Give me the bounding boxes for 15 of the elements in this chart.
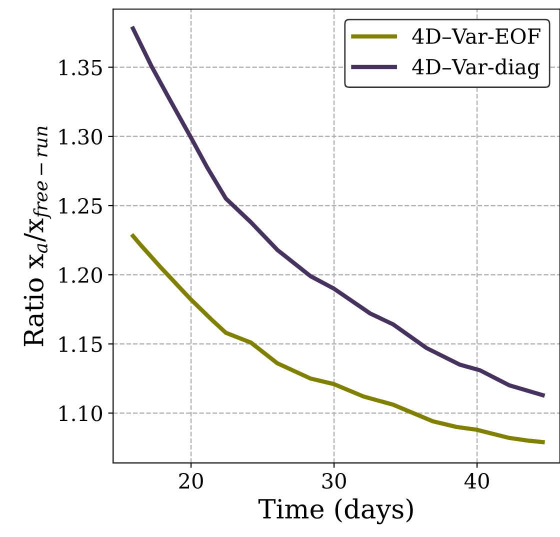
y-tick-label: 1.35 bbox=[60, 60, 102, 76]
x-tick-label: 20 bbox=[179, 472, 203, 489]
legend-label: 4D–Var-EOF bbox=[412, 28, 540, 44]
y-tick-label: 1.30 bbox=[60, 128, 102, 145]
x-tick-label: 40 bbox=[464, 472, 489, 489]
y-tick-label: 1.20 bbox=[60, 267, 102, 283]
y-tick-label: 1.10 bbox=[60, 406, 102, 422]
x-tick-label: 30 bbox=[322, 472, 346, 489]
line-series bbox=[130, 234, 545, 444]
legend-label: 4D–Var-diag bbox=[412, 58, 540, 79]
line-series bbox=[130, 26, 545, 398]
x-axis-title: Time (days) bbox=[258, 498, 413, 524]
y-tick-label: 1.15 bbox=[60, 336, 102, 352]
y-tick-label: 1.25 bbox=[60, 198, 102, 214]
y-axis-title: Ratio x$_{a}$/x$_{free−run}$ bbox=[24, 126, 52, 346]
